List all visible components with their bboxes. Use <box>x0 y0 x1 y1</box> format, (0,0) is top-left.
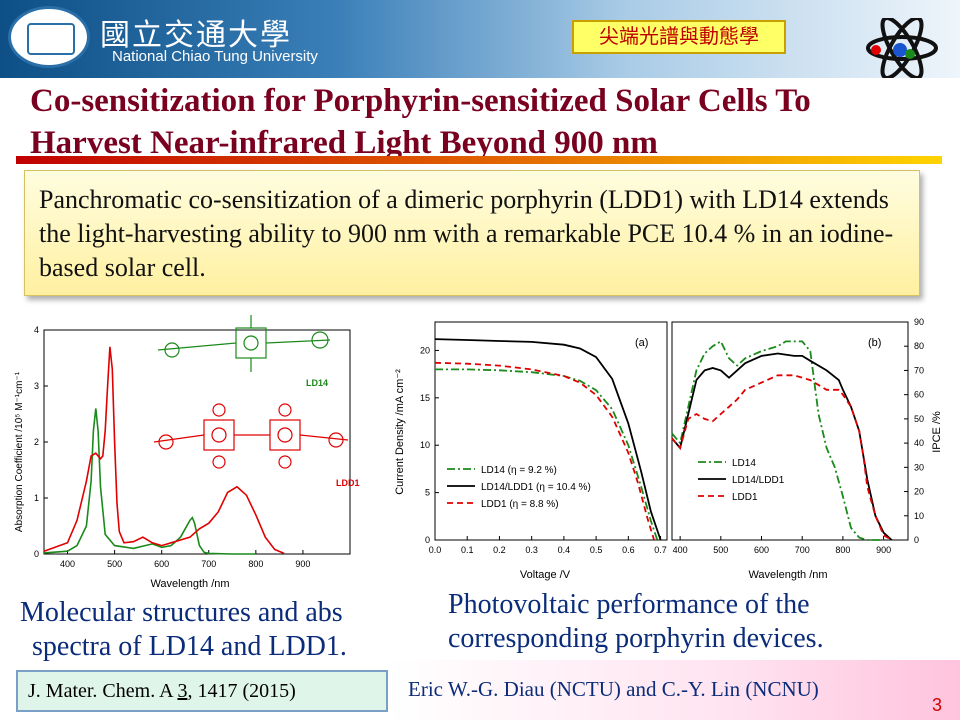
abs-y-axis-label: Absorption Coefficient /10⁵ M⁻¹cm⁻¹ <box>14 371 25 532</box>
jv-x-tick-label: 0.2 <box>493 545 506 555</box>
university-name-en: National Chiao Tung University <box>112 48 318 65</box>
jv-panel-label: (a) <box>635 337 648 349</box>
abs-y-tick-label: 2 <box>34 437 39 447</box>
ipce-x-tick-label: 400 <box>673 545 688 555</box>
university-logo-icon <box>8 6 90 68</box>
right-caption-line-1: Photovoltaic performance of the <box>448 589 810 620</box>
abs-x-tick-label: 500 <box>107 559 122 569</box>
ipce-y-tick-label: 90 <box>914 317 924 327</box>
abs-series-ldd1 <box>43 346 285 555</box>
absorption-spectra-chart: Absorption Coefficient /10⁵ M⁻¹cm⁻¹ Wave… <box>14 315 360 590</box>
reference-suffix: , 1417 (2015) <box>187 680 296 702</box>
abs-x-tick-label: 900 <box>295 559 310 569</box>
jv-y-tick-label: 20 <box>420 345 430 355</box>
ipce-chart: IPCE /% Wavelength /nm (b) 400 500 600 700 8… <box>671 317 943 581</box>
reference-box: J. Mater. Chem. A 3, 1417 (2015) <box>16 670 388 712</box>
topic-tag: 尖端光譜與動態學 <box>572 20 786 54</box>
jv-x-tick-label: 0.7 <box>654 545 667 555</box>
ipce-y-tick-label: 50 <box>914 414 924 424</box>
slide-title: Co-sensitization for Porphyrin-sensitize… <box>30 80 930 164</box>
abs-x-tick-label: 600 <box>154 559 169 569</box>
ipce-y-axis-label: IPCE /% <box>931 411 943 453</box>
ipce-panel-label: (b) <box>868 337 881 349</box>
ipce-y-tick-label: 70 <box>914 365 924 375</box>
abs-y-tick-label: 1 <box>34 493 39 503</box>
ipce-series-ldd1 <box>671 374 893 541</box>
page-number: 3 <box>932 695 943 715</box>
footer-decoration <box>390 660 960 720</box>
jv-x-tick-label: 0.3 <box>525 545 538 555</box>
abs-plot-frame <box>43 329 351 555</box>
title-underline <box>16 156 942 164</box>
ipce-x-tick-label: 900 <box>876 545 891 555</box>
authors: Eric W.-G. Diau (NCTU) and C.-Y. Lin (NC… <box>408 677 819 701</box>
abs-x-tick-label: 800 <box>248 559 263 569</box>
ipce-x-tick-label: 800 <box>835 545 850 555</box>
right-caption: Photovoltaic performance of the correspo… <box>448 588 824 656</box>
abs-x-axis-label: Wavelength /nm <box>150 578 229 590</box>
ipce-series-ld14 <box>671 340 884 541</box>
university-name-zh: 國立交通大學 <box>100 18 292 53</box>
abs-y-tick-label: 0 <box>34 549 39 559</box>
left-caption-line-1: Molecular structures and abs <box>20 597 343 628</box>
ld14-molecule-label: LD14 <box>306 378 328 388</box>
left-caption: Molecular structures and abs spectra of … <box>20 596 347 664</box>
ipce-x-tick-label: 500 <box>713 545 728 555</box>
abs-y-tick-label: 3 <box>34 381 39 391</box>
ipce-x-tick-label: 700 <box>795 545 810 555</box>
jv-series-ld14-ldd1 <box>434 338 662 541</box>
jv-legend-label: LD14 (η = 9.2 %) <box>481 465 557 476</box>
ldd1-molecule-label: LDD1 <box>336 478 360 488</box>
jv-series-ld14 <box>435 368 659 541</box>
ipce-y-tick-label: 0 <box>914 535 919 545</box>
jv-x-tick-label: 0.6 <box>622 545 635 555</box>
atom-icon <box>866 18 938 78</box>
right-caption-line-2: corresponding porphyrin devices. <box>448 623 824 654</box>
jv-x-tick-label: 0.0 <box>429 545 442 555</box>
summary-box: Panchromatic co-sensitization of a dimer… <box>24 170 920 296</box>
ipce-series-ld14-ldd1 <box>671 352 893 541</box>
jv-y-tick-label: 0 <box>425 535 430 545</box>
jv-y-axis-label: Current Density /mA cm⁻² <box>394 369 406 495</box>
ldd1-structure <box>153 403 349 469</box>
abs-x-tick-label: 400 <box>60 559 75 569</box>
ipce-legend-label: LDD1 <box>732 492 758 503</box>
header-banner: 國立交通大學 National Chiao Tung University <box>0 0 960 78</box>
jv-legend-label: LD14/LDD1 (η = 10.4 %) <box>481 482 591 493</box>
abs-x-tick-label: 700 <box>201 559 216 569</box>
ipce-y-tick-label: 10 <box>914 511 924 521</box>
ipce-x-axis-label: Wavelength /nm <box>748 569 827 581</box>
ipce-y-tick-label: 40 <box>914 438 924 448</box>
jv-y-tick-label: 15 <box>420 393 430 403</box>
ld14-structure <box>157 315 331 372</box>
abs-series-ld14 <box>43 408 256 555</box>
jv-y-tick-label: 10 <box>420 440 430 450</box>
left-caption-line-2: spectra of LD14 and LDD1. <box>32 631 347 662</box>
jv-x-axis-label: Voltage /V <box>520 569 571 581</box>
ipce-y-tick-label: 30 <box>914 462 924 472</box>
jv-y-tick-label: 5 <box>425 488 430 498</box>
ipce-y-tick-label: 80 <box>914 341 924 351</box>
ipce-plot-frame <box>671 321 909 541</box>
ipce-legend-label: LD14/LDD1 <box>732 475 785 486</box>
reference-volume: 3 <box>177 680 188 702</box>
ipce-y-tick-label: 20 <box>914 487 924 497</box>
title-line-2: Harvest Near-infrared Light Beyond 900 n… <box>30 125 658 161</box>
title-line-1: Co-sensitization for Porphyrin-sensitize… <box>30 83 811 119</box>
jv-series-ldd1 <box>434 361 655 541</box>
jv-x-tick-label: 0.5 <box>590 545 603 555</box>
jv-x-tick-label: 0.1 <box>461 545 474 555</box>
ipce-x-tick-label: 600 <box>754 545 769 555</box>
jv-legend-label: LDD1 (η = 8.8 %) <box>481 499 559 510</box>
jv-plot-frame <box>434 321 668 541</box>
reference-prefix: J. Mater. Chem. A <box>28 680 178 702</box>
jv-curve-chart: Current Density /mA cm⁻² Voltage /V (a) … <box>394 321 668 581</box>
ipce-y-tick-label: 60 <box>914 390 924 400</box>
jv-x-tick-label: 0.4 <box>558 545 571 555</box>
abs-y-tick-label: 4 <box>34 325 39 335</box>
ipce-legend-label: LD14 <box>732 458 756 469</box>
